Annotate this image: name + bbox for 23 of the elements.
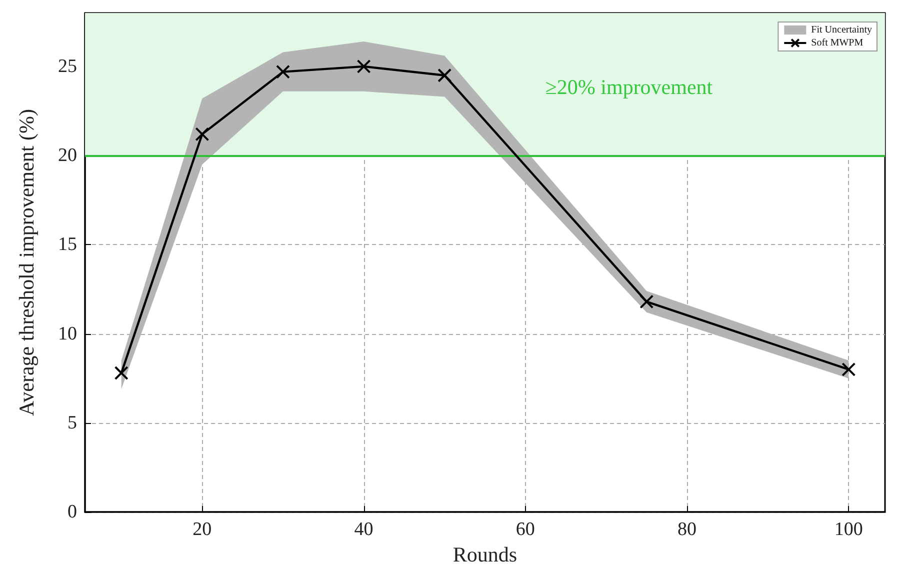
y-tick-label: 25	[58, 56, 77, 77]
point	[842, 362, 856, 376]
legend-label: Soft MWPM	[811, 38, 864, 48]
point	[195, 127, 210, 142]
x-tick-label: 60	[516, 519, 535, 540]
y-tick-label: 0	[68, 502, 77, 522]
y-tick-label: 5	[68, 412, 77, 434]
point	[114, 366, 128, 380]
band-label: ≥20% improvement	[545, 75, 713, 100]
legend-label: Fit Uncertainty	[811, 24, 872, 36]
y-tick-label: 20	[58, 145, 77, 166]
x-tick-label: 40	[354, 519, 374, 540]
point	[640, 294, 654, 309]
y-tick-label: 15	[58, 234, 77, 256]
y-tick-label: 10	[58, 323, 77, 344]
x-tick-label: 80	[678, 519, 697, 540]
point	[276, 64, 290, 79]
y-axis-title: Average threshold improvement (%)	[14, 109, 38, 416]
x-tick-label: 100	[834, 519, 863, 540]
x-tick-label: 20	[192, 519, 212, 540]
point	[438, 68, 452, 82]
point	[356, 59, 371, 74]
x-axis-title: Rounds	[452, 542, 518, 566]
